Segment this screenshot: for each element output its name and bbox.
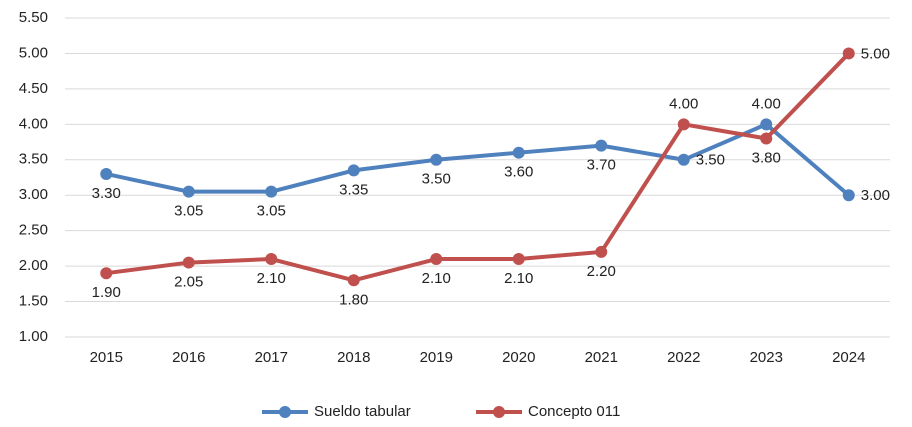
data-label: 2.10 (257, 270, 286, 287)
series-marker (100, 167, 113, 180)
y-tick-label: 3.00 (19, 186, 48, 203)
y-tick-label: 5.00 (19, 44, 48, 61)
y-tick-label: 1.50 (19, 293, 48, 310)
legend-label: Sueldo tabular (314, 403, 411, 420)
series-marker (595, 139, 608, 152)
series-marker (430, 153, 443, 166)
series-marker (512, 146, 525, 159)
series-marker (760, 118, 773, 131)
series-marker (182, 256, 195, 269)
data-label: 3.80 (752, 149, 781, 166)
x-tick-label: 2016 (172, 349, 205, 366)
y-tick-label: 5.50 (19, 9, 48, 26)
legend-label: Concepto 011 (528, 403, 620, 420)
data-label: 4.00 (752, 95, 781, 112)
series-marker (430, 253, 443, 266)
series-marker (677, 153, 690, 166)
data-label: 3.05 (174, 203, 203, 220)
data-label: 3.60 (504, 164, 533, 181)
data-label: 3.00 (861, 187, 890, 204)
y-tick-label: 4.50 (19, 80, 48, 97)
series-marker (265, 185, 278, 198)
y-tick-label: 3.50 (19, 151, 48, 168)
x-tick-label: 2019 (420, 349, 453, 366)
data-label: 2.20 (587, 263, 616, 280)
data-label: 2.10 (504, 270, 533, 287)
data-label: 3.30 (92, 185, 121, 202)
data-label: 4.00 (669, 95, 698, 112)
legend-marker (279, 406, 291, 418)
x-tick-label: 2021 (585, 349, 618, 366)
data-label: 3.05 (257, 203, 286, 220)
x-tick-label: 2024 (832, 349, 865, 366)
series-line (105, 52, 851, 283)
data-label: 2.10 (422, 270, 451, 287)
data-label: 3.35 (339, 181, 368, 198)
series-marker (842, 189, 855, 202)
x-tick-label: 2017 (255, 349, 288, 366)
series-marker (182, 185, 195, 198)
x-tick-label: 2020 (502, 349, 535, 366)
x-tick-label: 2015 (90, 349, 123, 366)
series-marker (347, 274, 360, 287)
x-tick-label: 2023 (750, 349, 783, 366)
y-tick-label: 2.50 (19, 222, 48, 239)
data-label: 1.90 (92, 284, 121, 301)
data-label: 1.80 (339, 291, 368, 308)
y-tick-label: 2.00 (19, 257, 48, 274)
y-tick-label: 1.00 (19, 328, 48, 345)
series-marker (512, 253, 525, 266)
series-marker (677, 118, 690, 131)
data-label: 3.50 (696, 152, 725, 169)
series-line (105, 122, 851, 197)
y-tick-label: 4.00 (19, 115, 48, 132)
data-label: 5.00 (861, 45, 890, 62)
data-label: 3.50 (422, 171, 451, 188)
series-marker (595, 245, 608, 258)
series-marker (100, 267, 113, 280)
series-marker (265, 253, 278, 266)
data-label: 3.70 (587, 157, 616, 174)
series-marker (842, 47, 855, 60)
legend-marker (493, 406, 505, 418)
series-marker (347, 164, 360, 177)
x-tick-label: 2018 (337, 349, 370, 366)
data-label: 2.05 (174, 274, 203, 291)
series-marker (760, 132, 773, 145)
x-tick-label: 2022 (667, 349, 700, 366)
